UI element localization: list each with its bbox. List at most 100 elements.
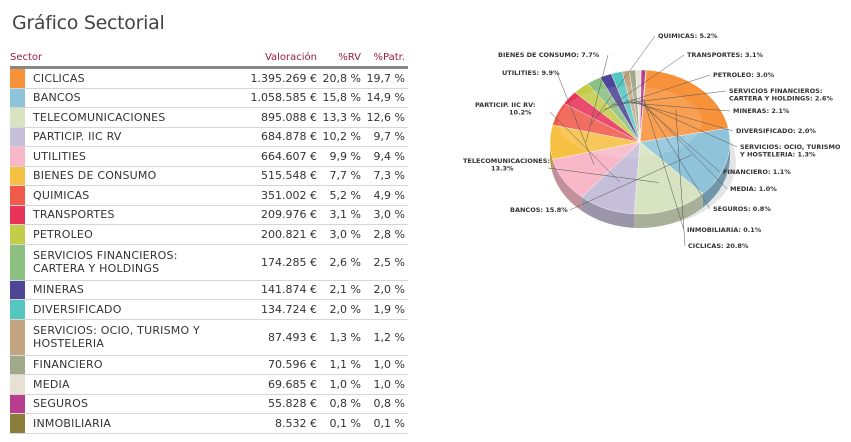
valoracion-cell: 200.821 € xyxy=(226,224,320,245)
sector-name: SERVICIOS: OCIO, TURISMO Y HOSTELERIA xyxy=(26,319,226,356)
patr-cell: 19,7 % xyxy=(364,67,408,89)
rv-cell: 2,6 % xyxy=(320,244,364,281)
patr-cell: 0,8 % xyxy=(364,394,408,414)
patr-cell: 1,0 % xyxy=(364,374,408,395)
header-rv: %RV xyxy=(320,50,364,69)
sector-name: MEDIA xyxy=(26,374,226,395)
table-header-row: Sector Valoración %RV %Patr. xyxy=(10,50,408,69)
patr-cell: 7,3 % xyxy=(364,166,408,186)
pie-leader-line xyxy=(641,98,711,210)
header-patr: %Patr. xyxy=(364,50,408,69)
valoracion-cell: 174.285 € xyxy=(226,244,320,281)
color-swatch xyxy=(10,319,26,356)
sector-name: INMOBILIARIA xyxy=(26,413,226,434)
valoracion-cell: 351.002 € xyxy=(226,185,320,206)
sector-name: SEGUROS xyxy=(26,394,226,414)
sector-name: TRANSPORTES xyxy=(26,205,226,225)
pie-slice xyxy=(639,69,647,143)
color-swatch xyxy=(10,299,26,320)
valoracion-cell: 1.395.269 € xyxy=(226,67,320,89)
table-row: PETROLEO 200.821 €3,0 % 2,8 % xyxy=(10,224,408,245)
table-row: DIVERSIFICADO 134.724 €2,0 % 1,9 % xyxy=(10,299,408,320)
sector-name: MINERAS xyxy=(26,280,226,300)
table-body: CICLICAS 1.395.269 €20,8 % 19,7 % BANCOS 1.0… xyxy=(10,67,408,434)
patr-cell: 14,9 % xyxy=(364,88,408,108)
table-row: TRANSPORTES 209.976 €3,1 % 3,0 % xyxy=(10,205,408,225)
valoracion-cell: 8.532 € xyxy=(226,413,320,434)
pie-leader-line xyxy=(569,154,692,211)
color-swatch xyxy=(10,67,26,89)
pie-leader-line xyxy=(556,72,595,165)
pie-slice-label: PARTICIP. IIC RV: 10.2% xyxy=(475,101,535,117)
table-row: CICLICAS 1.395.269 €20,8 % 19,7 % xyxy=(10,67,408,89)
sector-name: BANCOS xyxy=(26,88,226,108)
table-row: FINANCIERO 70.596 €1,1 % 1,0 % xyxy=(10,355,408,375)
pie-leader-line xyxy=(590,35,656,126)
color-swatch xyxy=(10,374,26,395)
valoracion-cell: 1.058.585 € xyxy=(226,88,320,108)
rv-cell: 15,8 % xyxy=(320,88,364,108)
patr-cell: 1,0 % xyxy=(364,355,408,375)
pie-slice-label: UTILITIES: 9.9% xyxy=(502,69,560,77)
table-row: UTILITIES 664.607 €9,9 % 9,4 % xyxy=(10,146,408,167)
table-row: MEDIA 69.685 €1,0 % 1,0 % xyxy=(10,374,408,395)
rv-cell: 1,3 % xyxy=(320,319,364,356)
color-swatch xyxy=(10,280,26,300)
valoracion-cell: 69.685 € xyxy=(226,374,320,395)
valoracion-cell: 664.607 € xyxy=(226,146,320,167)
table-row: BIENES DE CONSUMO 515.548 €7,7 % 7,3 % xyxy=(10,166,408,186)
pie-leader-line xyxy=(643,98,685,231)
color-swatch xyxy=(10,205,26,225)
pie-highlight xyxy=(558,86,702,158)
pie-slice-side xyxy=(550,142,553,174)
table-row: TELECOMUNICACIONES 895.088 €13,3 % 12,6 % xyxy=(10,107,408,128)
valoracion-cell: 684.878 € xyxy=(226,127,320,147)
valoracion-cell: 134.724 € xyxy=(226,299,320,320)
pie-slice-label: MEDIA: 1.0% xyxy=(730,185,777,193)
valoracion-cell: 55.828 € xyxy=(226,394,320,414)
pie-leader-line xyxy=(675,109,686,247)
patr-cell: 1,9 % xyxy=(364,299,408,320)
rv-cell: 1,1 % xyxy=(320,355,364,375)
color-swatch xyxy=(10,394,26,414)
valoracion-cell: 209.976 € xyxy=(226,205,320,225)
sector-name: PETROLEO xyxy=(26,224,226,245)
table-row: SERVICIOS: OCIO, TURISMO Y HOSTELERIA 87.… xyxy=(10,319,408,356)
rv-cell: 13,3 % xyxy=(320,107,364,128)
pie-slice-label: QUIMICAS: 5.2% xyxy=(658,32,718,40)
sector-table: Sector Valoración %RV %Patr. CICLICAS 1.3… xyxy=(10,50,408,434)
color-swatch xyxy=(10,127,26,147)
pie-slice xyxy=(634,141,704,215)
sector-name: TELECOMUNICACIONES xyxy=(26,107,226,128)
color-swatch xyxy=(10,166,26,186)
pie-slice-label: SEGUROS: 0.8% xyxy=(713,205,771,213)
patr-cell: 2,5 % xyxy=(364,244,408,281)
sector-name: QUIMICAS xyxy=(26,185,226,206)
pie-slice-label: INMOBILIARIA: 0.1% xyxy=(687,226,762,234)
pie-slice-label: BANCOS: 15.8% xyxy=(510,206,568,214)
rv-cell: 2,0 % xyxy=(320,299,364,320)
pie-slice xyxy=(639,127,731,194)
rv-cell: 3,1 % xyxy=(320,205,364,225)
pie-slice-label: TELECOMUNICACIONES: 13.3% xyxy=(463,157,550,173)
pie-slice xyxy=(639,69,729,143)
rv-cell: 2,1 % xyxy=(320,280,364,300)
pie-slice-label: TRANSPORTES: 3.1% xyxy=(687,51,764,59)
rv-cell: 3,0 % xyxy=(320,224,364,245)
sector-name: FINANCIERO xyxy=(26,355,226,375)
valoracion-cell: 70.596 € xyxy=(226,355,320,375)
pie-slice-label: SERVICIOS: OCIO, TURISMO Y HOSTELERIA: 1.… xyxy=(739,143,840,159)
valoracion-cell: 895.088 € xyxy=(226,107,320,128)
pie-slice-label: FINANCIERO: 1.1% xyxy=(723,168,791,176)
pie-leader-line xyxy=(549,111,620,183)
valoracion-cell: 141.874 € xyxy=(226,280,320,300)
patr-cell: 0,1 % xyxy=(364,413,408,434)
header-valoracion: Valoración xyxy=(226,50,320,69)
color-swatch xyxy=(10,355,26,375)
pie-leader-line xyxy=(547,167,659,183)
color-swatch xyxy=(10,224,26,245)
patr-cell: 12,6 % xyxy=(364,107,408,128)
color-swatch xyxy=(10,185,26,206)
color-swatch xyxy=(10,244,26,281)
table-row: MINERAS 141.874 €2,1 % 2,0 % xyxy=(10,280,408,300)
